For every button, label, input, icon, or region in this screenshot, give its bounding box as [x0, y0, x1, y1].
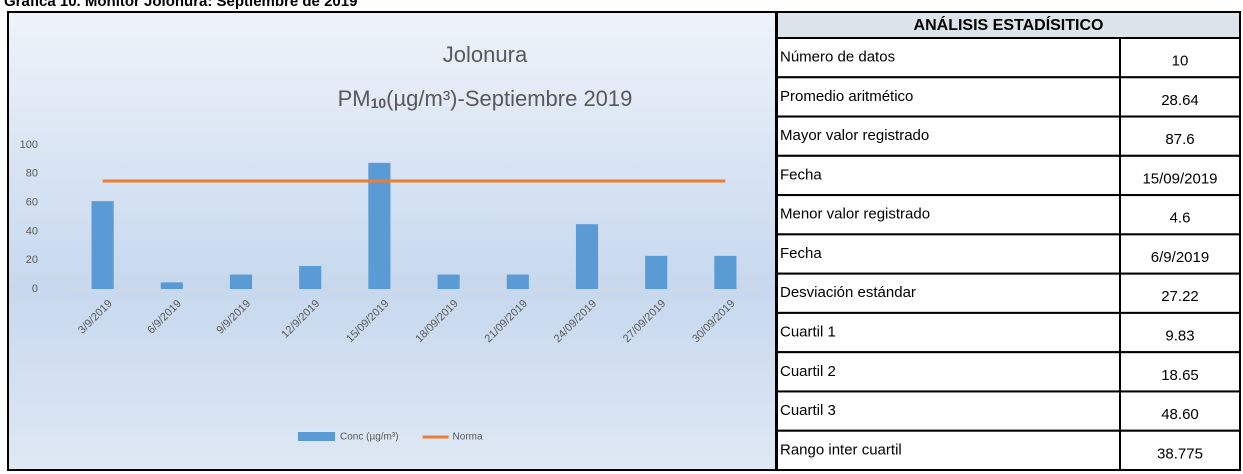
chart-subtitle: PM10(µg/m³)-Septiembre 2019: [338, 86, 633, 111]
table-cell: [776, 37, 1121, 79]
table-cell: [776, 154, 1121, 197]
table-cell: [1119, 311, 1241, 354]
legend-swatch: [298, 432, 335, 441]
row-value: 48.60: [1161, 406, 1199, 423]
y-tick-label: 80: [26, 168, 38, 180]
subtitle-sub: 10: [371, 95, 387, 111]
row-value: 6/9/2019: [1151, 249, 1209, 266]
legend-label: Conc (µg/m³): [340, 432, 399, 443]
row-value: 10: [1172, 53, 1189, 70]
table-cell: [776, 194, 1121, 236]
row-label: Fecha: [780, 245, 822, 262]
bar: [575, 224, 599, 289]
row-value: 9.83: [1165, 328, 1194, 345]
bar: [91, 201, 114, 289]
row-label: Desviación estándar: [780, 284, 916, 301]
table-cell: [1119, 390, 1241, 432]
row-value: 38.775: [1157, 445, 1203, 462]
bar: [714, 255, 737, 289]
table-title: ANÁLISIS ESTADÍSITICO: [914, 15, 1104, 34]
bar: [506, 274, 529, 289]
row-label: Cuartil 2: [780, 363, 836, 380]
row-label: Rango inter cuartil: [780, 441, 902, 458]
row-label: Mayor valor registrado: [780, 127, 929, 144]
bar: [229, 274, 253, 289]
legend-label: Norma: [453, 432, 483, 443]
chart-title: Jolonura: [443, 42, 528, 67]
subtitle-base: PM: [338, 86, 371, 111]
chart-panel: [7, 11, 777, 471]
row-value: 28.64: [1161, 92, 1199, 109]
y-tick-label: 100: [20, 139, 38, 151]
bar: [299, 265, 322, 289]
table-cell: [1119, 37, 1241, 79]
table-cell: [776, 233, 1121, 275]
bar: [437, 274, 460, 289]
table-cell: [1119, 429, 1241, 471]
table-cell: [1119, 272, 1241, 314]
caption: Gráfica 10. Monitor Jolonura: Septiembre…: [4, 0, 357, 10]
y-tick-label: 60: [26, 197, 38, 209]
bar: [645, 255, 668, 289]
table-cell: [776, 429, 1121, 471]
y-tick-label: 0: [32, 283, 38, 295]
y-tick-label: 20: [26, 254, 38, 266]
subtitle-rest: (µg/m³)-Septiembre 2019: [386, 86, 632, 111]
row-value: 87.6: [1165, 131, 1194, 148]
row-label: Fecha: [780, 166, 822, 183]
row-label: Promedio aritmético: [780, 88, 913, 105]
y-tick-label: 40: [26, 225, 38, 237]
row-value: 4.6: [1170, 210, 1191, 227]
bar: [160, 282, 183, 289]
row-value: 15/09/2019: [1142, 170, 1217, 187]
row-label: Cuartil 1: [780, 324, 836, 341]
row-value: 27.22: [1161, 288, 1199, 305]
row-value: 18.65: [1161, 367, 1199, 384]
table-cell: [1119, 194, 1241, 236]
row-label: Cuartil 3: [780, 402, 836, 419]
bar: [368, 162, 391, 289]
row-label: Número de datos: [780, 49, 895, 66]
row-label: Menor valor registrado: [780, 206, 930, 223]
